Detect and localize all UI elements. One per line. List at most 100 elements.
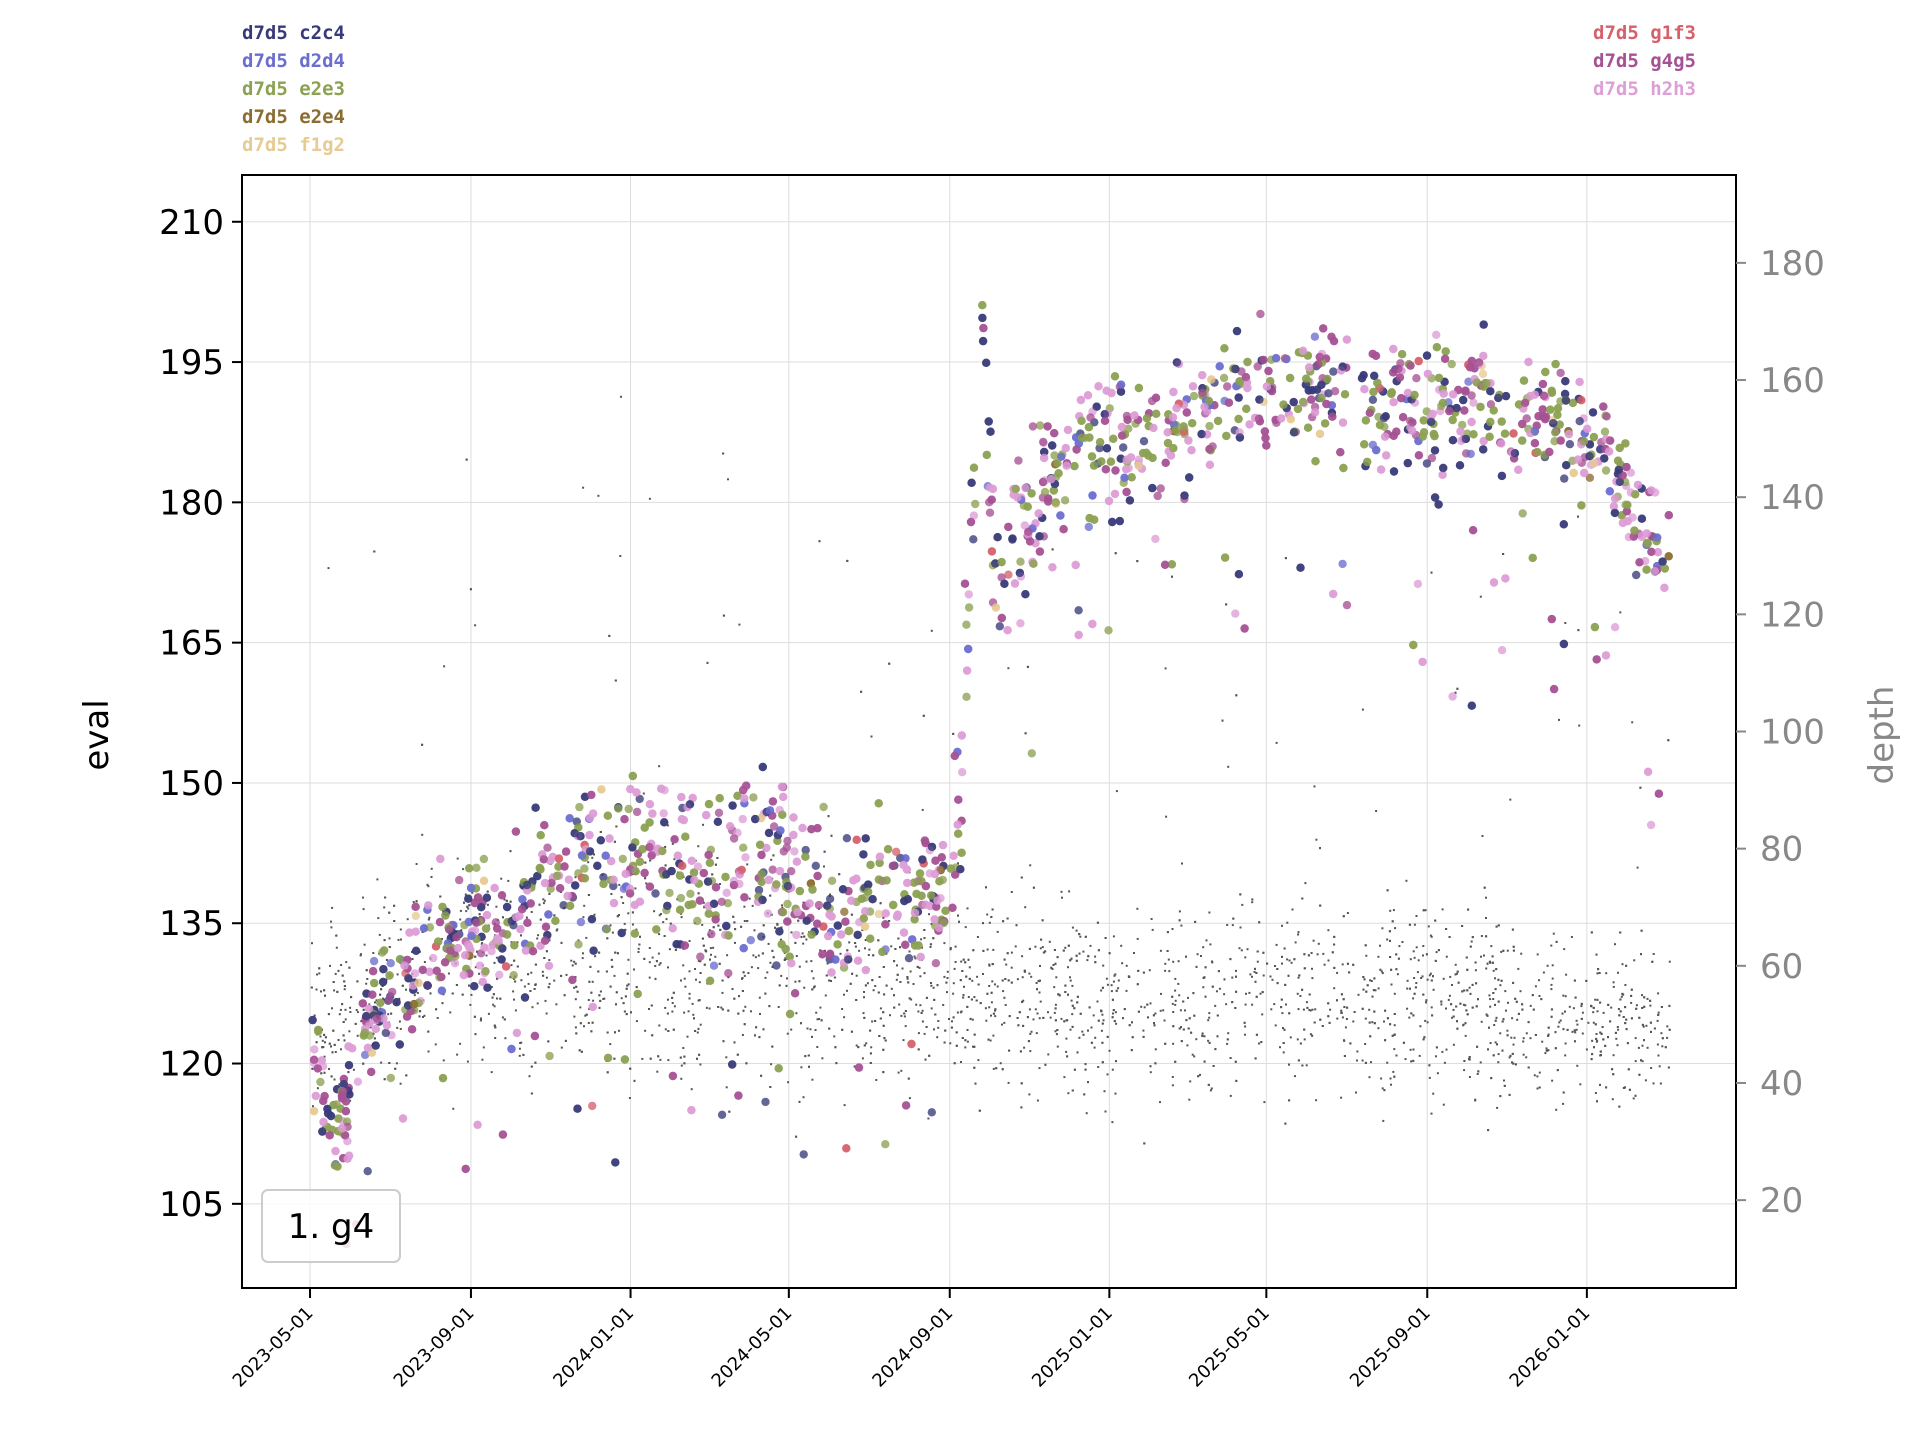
- depth-point: [754, 956, 757, 959]
- depth-point: [648, 947, 651, 949]
- depth-point: [1279, 1046, 1281, 1049]
- depth-point: [509, 850, 512, 853]
- depth-point: [522, 1053, 525, 1056]
- depth-point: [1153, 1024, 1156, 1027]
- depth-point: [649, 859, 652, 862]
- depth-point: [1094, 961, 1097, 964]
- depth-point: [1580, 1017, 1583, 1020]
- depth-point: [530, 911, 533, 913]
- depth-point: [592, 999, 595, 1002]
- depth-point: [378, 933, 381, 936]
- eval-point: [1559, 639, 1569, 649]
- depth-point: [1346, 912, 1349, 914]
- eval-point: [1223, 382, 1232, 391]
- depth-point: [547, 986, 550, 989]
- depth-point: [639, 935, 641, 938]
- depth-point: [1374, 989, 1377, 992]
- depth-point: [1286, 958, 1289, 961]
- depth-point: [979, 1002, 982, 1005]
- depth-point: [1500, 979, 1503, 982]
- depth-point: [1229, 1057, 1232, 1059]
- depth-point: [870, 735, 873, 738]
- depth-point: [897, 937, 900, 940]
- depth-point: [597, 494, 600, 497]
- depth-point: [571, 964, 574, 967]
- depth-point: [1494, 1003, 1496, 1006]
- depth-point: [705, 1006, 708, 1009]
- eval-point: [376, 998, 385, 1007]
- depth-point: [1413, 923, 1416, 926]
- depth-point: [777, 1006, 780, 1008]
- depth-point: [802, 942, 805, 945]
- depth-point: [1581, 1011, 1584, 1014]
- depth-point: [1209, 1089, 1212, 1092]
- depth-point: [1554, 1047, 1557, 1050]
- depth-point: [399, 1028, 402, 1030]
- depth-point: [1229, 1094, 1232, 1097]
- depth-point: [1078, 1036, 1081, 1039]
- depth-point: [1434, 959, 1437, 962]
- depth-point: [823, 850, 826, 853]
- depth-point: [937, 1026, 940, 1029]
- depth-point: [1029, 1032, 1032, 1035]
- depth-point: [721, 1008, 724, 1011]
- depth-point: [942, 1004, 945, 1006]
- depth-point: [797, 919, 800, 922]
- depth-point: [1296, 1038, 1299, 1041]
- depth-point: [951, 1020, 953, 1023]
- depth-point: [1386, 938, 1389, 941]
- depth-point: [1497, 924, 1500, 927]
- depth-point: [1271, 978, 1274, 981]
- depth-point: [1068, 890, 1071, 893]
- depth-point: [1231, 976, 1234, 979]
- depth-point: [1253, 970, 1256, 973]
- depth-point: [772, 956, 775, 959]
- depth-point: [1195, 1038, 1198, 1041]
- depth-point: [599, 990, 602, 993]
- depth-point: [1435, 1046, 1438, 1049]
- depth-point: [1491, 961, 1494, 964]
- depth-point: [1197, 1075, 1200, 1078]
- eval-point: [1389, 344, 1398, 354]
- depth-point: [434, 1043, 437, 1046]
- depth-point: [996, 930, 999, 933]
- depth-point: [514, 980, 517, 983]
- eval-point: [1466, 449, 1475, 459]
- depth-point: [1026, 1016, 1029, 1019]
- depth-point: [1205, 939, 1208, 942]
- depth-point: [1564, 622, 1567, 624]
- depth-point: [1026, 665, 1029, 668]
- depth-point: [1394, 927, 1397, 930]
- depth-point: [536, 1002, 539, 1005]
- depth-point: [658, 933, 661, 936]
- depth-point: [1471, 983, 1474, 986]
- depth-point: [536, 937, 539, 940]
- depth-point: [1096, 1000, 1099, 1003]
- eval-point: [1467, 417, 1476, 427]
- eval-point: [1467, 391, 1476, 400]
- depth-point: [474, 966, 477, 969]
- depth-point: [888, 662, 891, 665]
- depth-point: [1373, 1022, 1376, 1025]
- depth-point: [1340, 1096, 1343, 1099]
- depth-point: [1164, 667, 1167, 670]
- depth-point: [1168, 970, 1171, 973]
- depth-point: [380, 988, 383, 991]
- depth-point: [1303, 967, 1306, 970]
- depth-point: [1607, 1036, 1609, 1039]
- eval-point: [768, 797, 778, 806]
- depth-point: [1274, 1024, 1277, 1027]
- depth-point: [1223, 993, 1226, 996]
- depth-point: [953, 967, 956, 970]
- depth-point: [800, 1066, 803, 1069]
- depth-point: [653, 910, 656, 913]
- depth-point: [1275, 741, 1278, 744]
- depth-point: [1467, 908, 1470, 911]
- depth-point: [1435, 951, 1438, 954]
- depth-point: [1065, 1050, 1068, 1053]
- eval-point: [962, 620, 971, 629]
- depth-point: [762, 1028, 765, 1031]
- depth-point: [345, 961, 348, 964]
- depth-point: [882, 1071, 885, 1074]
- depth-point: [613, 1057, 616, 1060]
